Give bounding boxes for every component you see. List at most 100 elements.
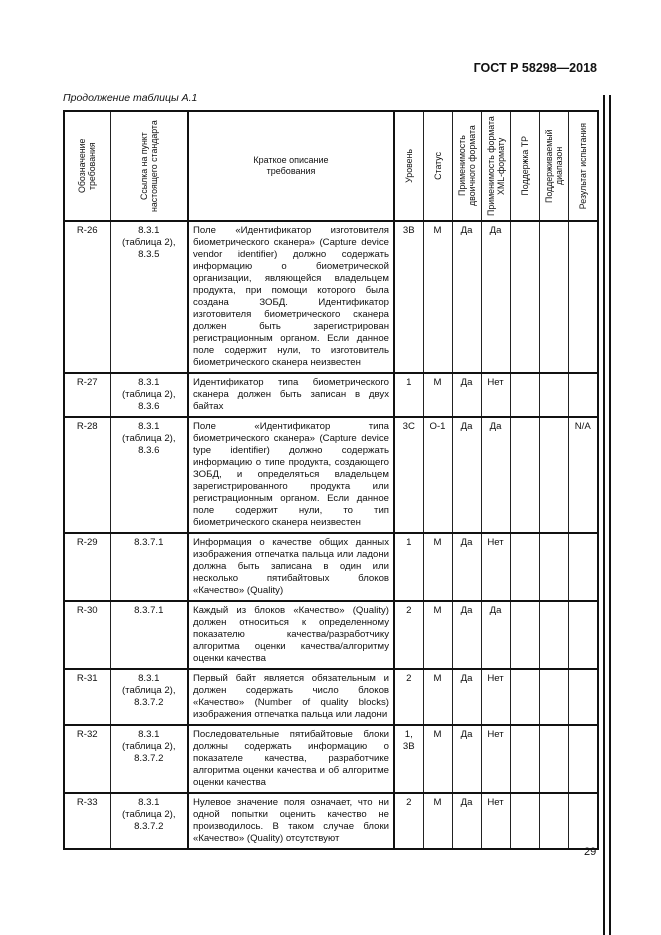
cell-ref: 8.3.7.1 <box>109 600 189 670</box>
column-header: Поддерживаемый диапазон <box>538 110 569 222</box>
cell-level: 2 <box>393 668 424 726</box>
requirements-table: Обозначение требования Ссылка на пункт на… <box>63 110 599 850</box>
column-header: Применимость формата XML-формату <box>480 110 511 222</box>
column-header-label: Ссылка на пункт настоящего стандарта <box>138 120 159 212</box>
cell-ref: 8.3.1 (таблица 2), 8.3.7.2 <box>109 792 189 850</box>
cell-binary: Да <box>451 724 482 794</box>
cell-status: М <box>422 668 453 726</box>
cell-level: 1 <box>393 372 424 418</box>
cell-id: R-28 <box>63 416 111 534</box>
column-header-label: Результат испытания <box>577 122 588 210</box>
cell-id: R-33 <box>63 792 111 850</box>
cell-desc: Последовательные пятибайтовые блоки долж… <box>187 724 395 794</box>
cell-tr <box>509 792 540 850</box>
cell-result: N/A <box>567 416 599 534</box>
column-header: Обозначение требования <box>63 110 111 222</box>
cell-ref: 8.3.7.1 <box>109 532 189 602</box>
cell-desc: Поле «Идентификатор изготовителя биометр… <box>187 220 395 374</box>
cell-level: 2 <box>393 792 424 850</box>
cell-range <box>538 532 569 602</box>
table-row: R-31 8.3.1 (таблица 2), 8.3.7.2 Первый бай… <box>63 668 599 726</box>
cell-xml: Да <box>480 220 511 374</box>
cell-id: R-31 <box>63 668 111 726</box>
cell-result <box>567 792 599 850</box>
column-header: Ссылка на пункт настоящего стандарта <box>109 110 189 222</box>
cell-ref: 8.3.1 (таблица 2), 8.3.7.2 <box>109 668 189 726</box>
cell-status: М <box>422 600 453 670</box>
cell-range <box>538 792 569 850</box>
cell-desc: Поле «Идентификатор типа биометрического… <box>187 416 395 534</box>
column-header-label: Применимость двоичного формата <box>456 125 477 207</box>
standard-number: ГОСТ Р 58298—2018 <box>473 61 597 75</box>
cell-level: 1 <box>393 532 424 602</box>
cell-range <box>538 724 569 794</box>
cell-xml: Да <box>480 600 511 670</box>
table-row: R-30 8.3.7.1 Каждый из блоков «Качество» (… <box>63 600 599 670</box>
cell-tr <box>509 724 540 794</box>
cell-level: 2 <box>393 600 424 670</box>
cell-binary: Да <box>451 792 482 850</box>
cell-status: М <box>422 220 453 374</box>
cell-range <box>538 416 569 534</box>
cell-result <box>567 532 599 602</box>
cell-range <box>538 600 569 670</box>
column-header-label: Применимость формата XML-формату <box>485 116 506 216</box>
column-header: Поддержка ТР <box>509 110 540 222</box>
cell-status: М <box>422 532 453 602</box>
cell-result <box>567 600 599 670</box>
table-row: R-27 8.3.1 (таблица 2), 8.3.6 Идентификато… <box>63 372 599 418</box>
cell-status: М <box>422 372 453 418</box>
column-header-label: Обозначение требования <box>77 138 98 194</box>
cell-desc: Информация о качестве общих данных изобр… <box>187 532 395 602</box>
cell-xml: Нет <box>480 532 511 602</box>
cell-desc: Нулевое значение поля означает, что ни о… <box>187 792 395 850</box>
cell-id: R-29 <box>63 532 111 602</box>
cell-id: R-26 <box>63 220 111 374</box>
cell-result <box>567 724 599 794</box>
cell-result <box>567 220 599 374</box>
column-header-label: Статус <box>432 152 443 180</box>
cell-tr <box>509 372 540 418</box>
cell-id: R-30 <box>63 600 111 670</box>
column-header: Применимость двоичного формата <box>451 110 482 222</box>
cell-binary: Да <box>451 532 482 602</box>
cell-binary: Да <box>451 372 482 418</box>
cell-level: 1, 3В <box>393 724 424 794</box>
column-header-label: Краткое описание требования <box>253 155 329 176</box>
cell-status: М <box>422 792 453 850</box>
table-row: R-29 8.3.7.1 Информация о качестве общих д… <box>63 532 599 602</box>
cell-ref: 8.3.1 (таблица 2), 8.3.6 <box>109 416 189 534</box>
cell-range <box>538 668 569 726</box>
cell-range <box>538 372 569 418</box>
cell-status: М <box>422 724 453 794</box>
table-caption: Продолжение таблицы А.1 <box>63 92 198 104</box>
cell-binary: Да <box>451 668 482 726</box>
margin-rule <box>603 95 605 935</box>
cell-xml: Нет <box>480 668 511 726</box>
cell-id: R-27 <box>63 372 111 418</box>
page-number: 29 <box>584 846 597 858</box>
column-header: Результат испытания <box>567 110 599 222</box>
column-header: Уровень <box>393 110 424 222</box>
cell-range <box>538 220 569 374</box>
cell-xml: Да <box>480 416 511 534</box>
cell-level: 3С <box>393 416 424 534</box>
column-header-label: Поддержка ТР <box>519 136 530 196</box>
table-row: R-28 8.3.1 (таблица 2), 8.3.6 Поле «Иденти… <box>63 416 599 534</box>
column-header: Статус <box>422 110 453 222</box>
cell-ref: 8.3.1 (таблица 2), 8.3.5 <box>109 220 189 374</box>
cell-desc: Каждый из блоков «Качество» (Quality) до… <box>187 600 395 670</box>
cell-binary: Да <box>451 416 482 534</box>
cell-binary: Да <box>451 600 482 670</box>
cell-ref: 8.3.1 (таблица 2), 8.3.7.2 <box>109 724 189 794</box>
cell-tr <box>509 220 540 374</box>
table-row: R-26 8.3.1 (таблица 2), 8.3.5 Поле «Иденти… <box>63 220 599 374</box>
column-header-label: Поддерживаемый диапазон <box>543 129 564 203</box>
cell-tr <box>509 600 540 670</box>
cell-xml: Нет <box>480 724 511 794</box>
cell-status: О-1 <box>422 416 453 534</box>
cell-id: R-32 <box>63 724 111 794</box>
margin-rule <box>609 95 611 935</box>
cell-tr <box>509 416 540 534</box>
